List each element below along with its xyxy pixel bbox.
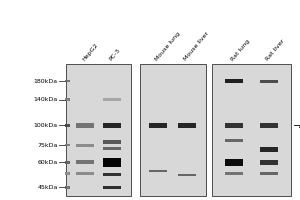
Bar (260, 146, 278, 152)
Bar (76, 123, 94, 128)
Bar (103, 186, 122, 189)
Bar (66, 64, 130, 196)
Bar (260, 160, 278, 165)
Text: 75kDa: 75kDa (37, 143, 58, 148)
Bar (103, 173, 122, 176)
Bar (140, 64, 206, 196)
Bar (225, 139, 243, 142)
Text: 180kDa: 180kDa (34, 79, 58, 84)
Bar (76, 144, 94, 147)
Text: PC-3: PC-3 (109, 48, 122, 62)
Bar (103, 140, 122, 144)
Bar (64, 124, 70, 127)
Bar (260, 80, 278, 83)
Bar (225, 172, 243, 175)
Bar (76, 172, 94, 175)
Text: Rat lung: Rat lung (230, 39, 250, 62)
Bar (225, 79, 243, 83)
Bar (64, 161, 70, 164)
Text: Mouse lung: Mouse lung (154, 31, 181, 62)
Text: 45kDa: 45kDa (37, 185, 58, 190)
Bar (64, 144, 70, 146)
Text: 100kDa: 100kDa (34, 123, 58, 128)
Text: AHR: AHR (299, 121, 300, 130)
Bar (103, 98, 122, 101)
Bar (178, 174, 196, 176)
Bar (225, 123, 243, 128)
Bar (103, 123, 122, 128)
Bar (149, 123, 167, 128)
Bar (64, 80, 70, 82)
Text: HepG2: HepG2 (82, 42, 99, 62)
Bar (149, 170, 167, 172)
Text: Rat liver: Rat liver (265, 39, 286, 62)
Bar (64, 98, 70, 101)
Bar (103, 158, 122, 167)
Bar (64, 186, 70, 189)
Bar (76, 160, 94, 164)
Bar (212, 64, 291, 196)
Bar (64, 172, 70, 175)
Bar (103, 147, 122, 150)
Bar (260, 123, 278, 128)
Bar (225, 159, 243, 166)
Bar (260, 172, 278, 175)
Bar (178, 123, 196, 128)
Text: 140kDa: 140kDa (33, 97, 58, 102)
Text: 60kDa: 60kDa (38, 160, 58, 165)
Text: Mouse liver: Mouse liver (183, 31, 210, 62)
